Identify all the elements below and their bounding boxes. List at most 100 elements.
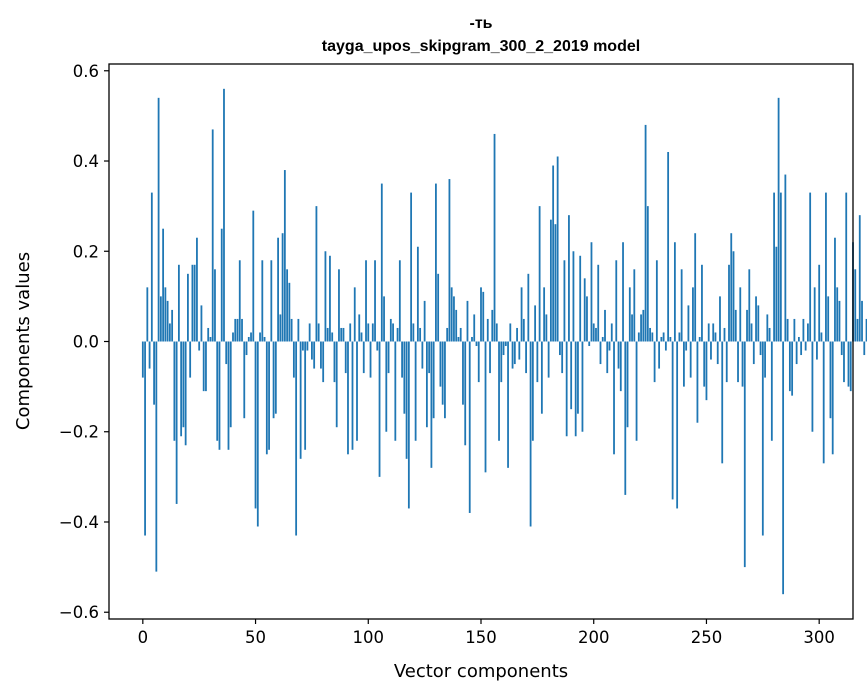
bar <box>622 242 624 342</box>
bar <box>570 341 573 410</box>
bar <box>439 341 442 387</box>
bar <box>644 124 647 342</box>
x-tick-label: 300 <box>803 628 835 647</box>
bar <box>696 341 699 423</box>
bar <box>856 318 859 342</box>
bar <box>825 192 827 342</box>
bar <box>683 341 685 387</box>
bar <box>809 192 812 342</box>
bar <box>369 341 372 378</box>
bar <box>356 341 358 441</box>
bar <box>141 341 144 378</box>
bar <box>529 341 532 527</box>
bar <box>358 314 361 342</box>
bar <box>480 287 482 342</box>
bar <box>489 341 491 374</box>
bar <box>847 341 850 387</box>
bar <box>223 88 225 342</box>
bar <box>592 323 595 342</box>
bar <box>813 287 816 342</box>
bar <box>527 273 530 342</box>
bar <box>387 341 390 374</box>
bar <box>606 341 609 374</box>
bar <box>775 246 778 342</box>
bar <box>274 341 277 414</box>
bar <box>583 278 586 342</box>
bar <box>728 264 730 342</box>
bar <box>376 341 379 351</box>
bar <box>263 336 266 342</box>
bar <box>719 296 721 342</box>
bar <box>256 341 259 527</box>
bar <box>444 341 446 419</box>
x-tick-label: 200 <box>578 628 610 647</box>
y-tick-label: 0.2 <box>73 242 99 261</box>
bar <box>234 318 237 342</box>
bar <box>732 251 735 342</box>
bar <box>295 341 298 536</box>
bar <box>259 332 261 342</box>
bar <box>281 233 284 342</box>
bar <box>518 341 521 360</box>
bar <box>455 309 458 342</box>
bar <box>389 318 392 342</box>
bar <box>610 323 613 342</box>
bar <box>177 264 180 342</box>
bar <box>416 246 419 342</box>
bar <box>245 341 248 356</box>
bar <box>153 341 155 405</box>
bar <box>504 341 507 347</box>
bar <box>766 314 769 342</box>
bar <box>768 327 771 342</box>
bar <box>211 129 214 342</box>
bar <box>468 341 471 513</box>
bar <box>642 309 645 342</box>
bar <box>667 151 670 342</box>
bar <box>353 287 356 342</box>
bar <box>559 341 561 356</box>
bar <box>800 341 803 356</box>
bar <box>155 341 158 572</box>
bar <box>405 341 408 459</box>
bar <box>407 341 410 509</box>
bar <box>290 318 293 342</box>
bar <box>687 305 690 342</box>
bar <box>649 327 651 342</box>
bar <box>320 341 322 369</box>
bar <box>419 327 422 342</box>
bar <box>705 341 708 401</box>
bar <box>202 341 205 392</box>
bar <box>326 327 329 342</box>
x-tick-label: 250 <box>691 628 723 647</box>
bar <box>694 233 697 342</box>
chart-subtitle: tayga_upos_skipgram_300_2_2019 model <box>322 38 640 55</box>
bar <box>522 318 525 342</box>
bar <box>297 318 300 342</box>
bar <box>225 341 228 365</box>
bar <box>157 97 160 342</box>
bar <box>435 183 437 342</box>
x-tick-label: 100 <box>353 628 385 647</box>
bar <box>349 323 352 342</box>
bar <box>755 296 757 342</box>
bar <box>268 341 270 450</box>
bar <box>669 336 672 342</box>
bar <box>200 305 203 342</box>
bar <box>861 300 863 342</box>
bar <box>723 327 726 342</box>
bar <box>865 318 867 342</box>
bar <box>556 156 559 342</box>
bar <box>254 341 257 509</box>
bar <box>543 287 546 342</box>
bar <box>692 287 694 342</box>
bar <box>144 341 146 536</box>
bar <box>313 341 316 369</box>
bar <box>205 341 207 392</box>
bar <box>834 237 836 342</box>
bar <box>252 210 255 342</box>
bar <box>658 341 661 369</box>
x-tick-label: 50 <box>245 628 266 647</box>
bar <box>840 341 843 356</box>
bar <box>331 332 334 342</box>
bar <box>788 341 791 392</box>
